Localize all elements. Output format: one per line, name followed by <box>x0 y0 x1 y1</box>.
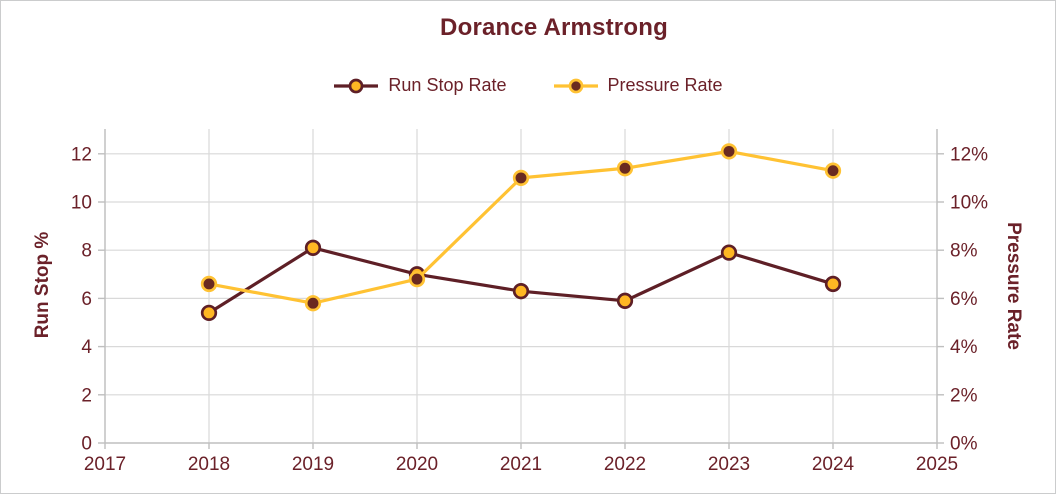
right-axis-tick-label: 4% <box>950 337 978 358</box>
legend-label: Run Stop Rate <box>388 75 507 95</box>
right-axis-tick-label: 0% <box>950 434 978 455</box>
x-axis-tick-label: 2019 <box>292 454 334 475</box>
x-axis-tick-label: 2017 <box>84 454 126 475</box>
x-axis-tick-label: 2023 <box>708 454 750 475</box>
x-axis-tick-label: 2021 <box>500 454 542 475</box>
pressure-rate-marker <box>720 143 738 160</box>
pressure-rate-marker <box>200 275 218 293</box>
right-axis-tick-label: 8% <box>950 241 978 262</box>
pressure-rate-marker <box>616 160 634 177</box>
legend-circle <box>349 78 364 93</box>
right-axis-title: Pressure Rate <box>1003 222 1024 350</box>
left-axis-tick-label: 6 <box>81 289 92 310</box>
left-axis-tick-label: 12 <box>71 144 92 165</box>
run-stop-rate-marker <box>512 283 530 300</box>
run-stop-rate-marker <box>304 239 322 256</box>
pressure-rate-marker <box>512 169 530 187</box>
right-axis-tick-label: 12% <box>950 144 988 165</box>
x-axis-tick-label: 2025 <box>916 454 958 475</box>
run-stop-rate-marker <box>720 244 738 261</box>
legend-label: Pressure Rate <box>607 75 723 95</box>
chart-title: Dorance Armstrong <box>440 14 668 41</box>
pressure-rate-legend-marker-icon <box>553 78 598 93</box>
left-axis-tick-label: 0 <box>81 434 92 455</box>
x-axis-tick-label: 2022 <box>604 454 646 475</box>
legend-circle <box>568 78 583 93</box>
x-axis-tick-label: 2024 <box>812 454 855 475</box>
pressure-rate-marker <box>408 270 426 288</box>
x-axis-tick-label: 2018 <box>188 454 230 475</box>
left-axis-title: Run Stop % <box>32 231 53 339</box>
pressure-rate-marker <box>824 162 842 179</box>
right-axis-tick-label: 6% <box>950 289 978 310</box>
run-stop-rate-legend-marker-icon <box>334 78 379 93</box>
left-axis-tick-label: 2 <box>81 385 92 406</box>
x-axis-tick-label: 2020 <box>396 454 438 475</box>
right-axis-tick-label: 2% <box>950 385 978 406</box>
chart-legend: Run Stop Rate Pressure Rate <box>1 75 1055 96</box>
left-axis-tick-label: 10 <box>71 193 92 214</box>
run-stop-rate-marker <box>824 275 842 293</box>
left-axis-tick-label: 8 <box>81 241 92 262</box>
pressure-rate-marker <box>304 295 322 312</box>
run-stop-rate-marker <box>200 304 218 322</box>
legend-item-run-stop-rate: Run Stop Rate <box>333 75 507 96</box>
right-axis-tick-label: 10% <box>950 193 988 214</box>
left-axis-tick-label: 4 <box>81 337 92 358</box>
legend-item-pressure-rate: Pressure Rate <box>553 75 723 96</box>
run-stop-rate-marker <box>616 292 634 309</box>
